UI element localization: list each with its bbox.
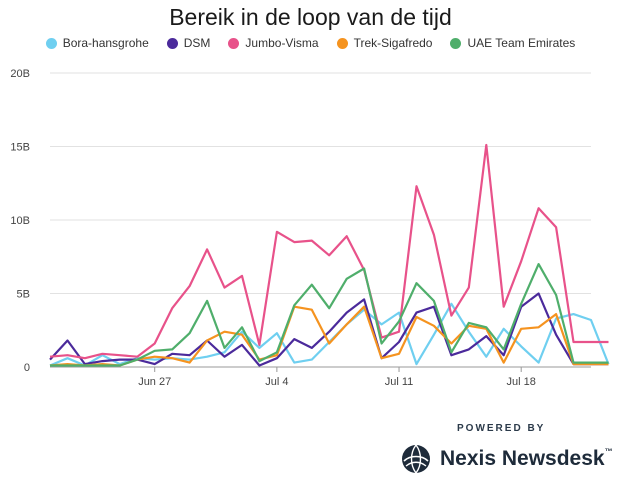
chart-title: Bereik in de loop van de tijd (169, 4, 452, 30)
series-line-uae-team-emirates[interactable] (50, 263, 609, 367)
nexis-globe-icon (402, 444, 430, 474)
x-tick-label: Jul 11 (385, 376, 414, 388)
y-tick-label: 10B (10, 215, 30, 227)
chart-legend: Bora-hansgrohe DSM Jumbo-Visma Trek-Sigafre… (0, 36, 621, 50)
nexis-newsdesk-logo[interactable]: Nexis Newsdesk™ (400, 443, 613, 475)
y-tick-label: 0 (24, 362, 30, 374)
legend-color-dot (45, 37, 57, 49)
legend-label: Trek-Sigafredo (353, 36, 433, 50)
series-line-dsm[interactable] (49, 292, 609, 367)
y-tick-label: 5B (17, 289, 30, 301)
legend-color-dot (450, 37, 462, 49)
y-tick-label: 15B (10, 142, 30, 154)
line-chart: 0 5B 10B 15B 20B Jun 27 Jul 4 Jul 11 Jul 18 (10, 68, 610, 388)
legend-item[interactable]: Trek-Sigafredo (336, 36, 433, 50)
legend-color-dot (228, 37, 240, 49)
legend-label: Jumbo-Visma (245, 36, 319, 50)
series-line-jumbo-visma[interactable] (49, 143, 609, 360)
legend-color-dot (336, 37, 348, 49)
legend-color-dot (166, 37, 178, 49)
x-tick-label: Jul 18 (507, 376, 536, 388)
legend-item[interactable]: UAE Team Emirates (450, 36, 575, 50)
y-tick-label: 20B (10, 68, 30, 80)
legend-item[interactable]: Jumbo-Visma (228, 36, 319, 50)
legend-label: UAE Team Emirates (467, 36, 576, 50)
legend-item[interactable]: Bora-hansgrohe (45, 36, 149, 50)
powered-by-label: POWERED BY (457, 423, 546, 434)
x-tick-label: Jul 4 (265, 376, 288, 388)
series-line-trek-sigafredo[interactable] (49, 305, 609, 367)
legend-label: Bora-hansgrohe (62, 36, 149, 50)
legend-item[interactable]: DSM (166, 36, 211, 50)
legend-label: DSM (183, 36, 211, 50)
x-tick-label: Jun 27 (138, 376, 171, 388)
brand-name: Nexis Newsdesk™ (440, 447, 613, 470)
